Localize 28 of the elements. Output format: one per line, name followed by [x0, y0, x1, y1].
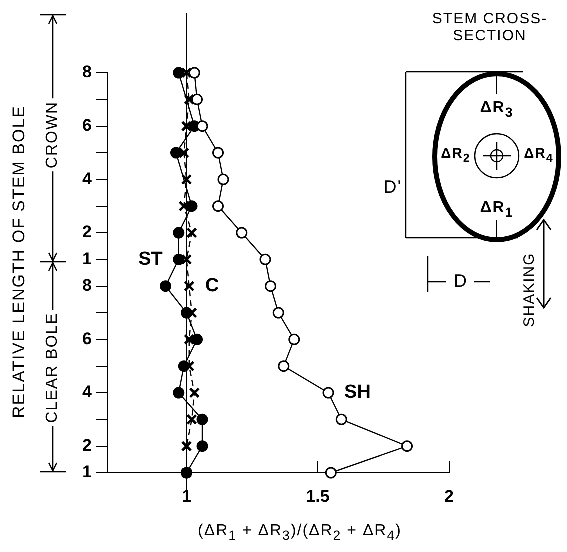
text: SHAKING [520, 252, 538, 328]
text: (ΔR$_{1}$ + ΔR$_{3}$)/(ΔR$_{2}$ + ΔR$_{4}$) [198, 522, 402, 543]
x-tick-label: 1 [182, 486, 192, 506]
text: D [454, 271, 468, 292]
y-tick-label: 1 [82, 249, 92, 268]
series-label: SH [344, 382, 371, 404]
annotation: ΔR$_{2}$ [441, 145, 471, 166]
y-tick-label: 6 [82, 329, 92, 348]
y-tick-label: 8 [82, 62, 92, 82]
series-label: C [205, 276, 220, 297]
text: STEM CROSS-SECTION [431, 10, 549, 44]
text: ΔR$_{3}$ [480, 100, 514, 120]
y-tick-label: 1 [82, 462, 92, 482]
y-tick-label: 8 [82, 276, 92, 296]
annotation: D' [384, 177, 402, 198]
y-axis-title: RELATIVE LENGTH OF STEM BOLE [10, 106, 30, 418]
y-tick-label: 4 [82, 382, 93, 402]
y-tick-label: 2 [82, 222, 92, 242]
text: CLEAR BOLE [44, 310, 62, 426]
y-tick-label: 6 [82, 116, 92, 136]
x-tick-label: 1.5 [306, 486, 330, 506]
text: ΔR$_{4}$ [524, 145, 554, 166]
series-label: ST [138, 248, 164, 270]
text: ΔR$_{1}$ [480, 200, 514, 220]
y-tick-label: 4 [82, 169, 93, 188]
x-tick-label: 2 [444, 486, 454, 506]
text: CROWN [44, 98, 62, 172]
y-tick-label: 2 [82, 436, 92, 456]
